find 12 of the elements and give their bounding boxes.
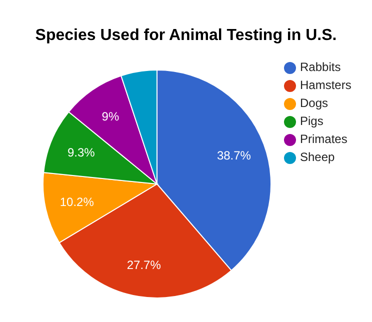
legend-label: Dogs: [300, 96, 328, 110]
legend-label: Rabbits: [300, 60, 341, 74]
data-label: 9.3%: [67, 146, 96, 160]
legend-label: Hamsters: [300, 78, 352, 92]
data-label: 38.7%: [216, 148, 252, 162]
data-label: 9%: [102, 109, 120, 124]
legend-label: Sheep: [300, 150, 335, 164]
legend-label: Pigs: [300, 114, 324, 128]
legend-label: Primates: [300, 132, 348, 146]
chart-title: Species Used for Animal Testing in U.S.: [34, 27, 338, 45]
data-label: 10.2%: [60, 194, 94, 209]
data-label: 27.7%: [126, 258, 162, 272]
